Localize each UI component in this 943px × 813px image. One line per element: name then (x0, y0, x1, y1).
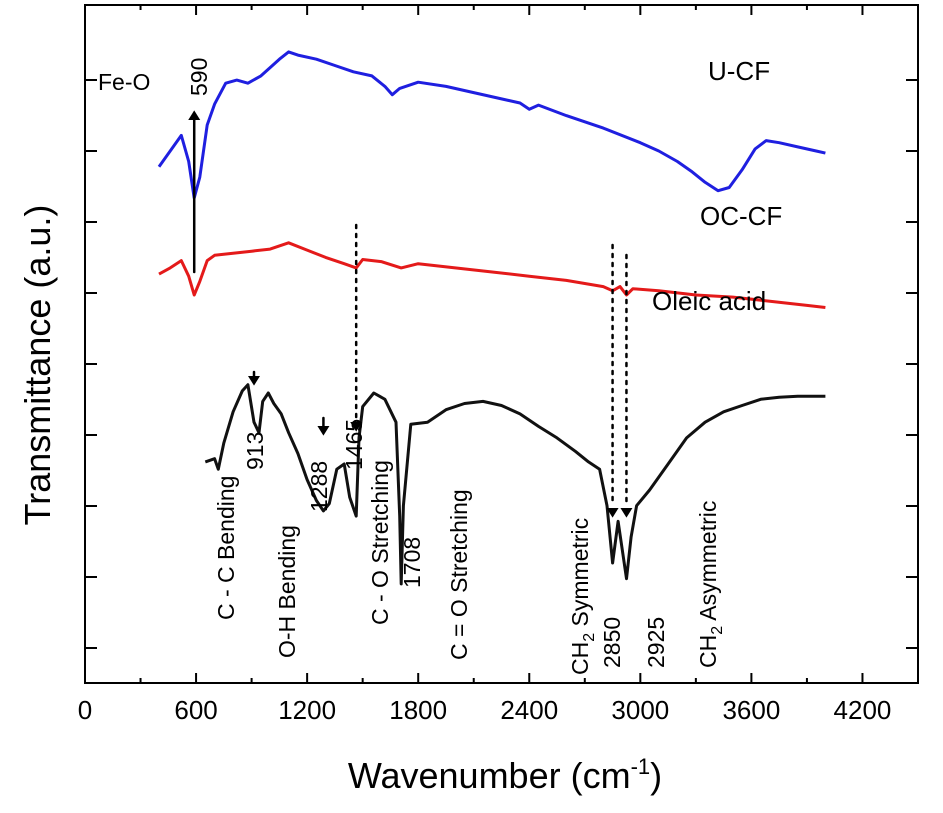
x-tick-label: 2400 (500, 695, 558, 725)
x-axis-title: Wavenumber (cm-1) (348, 754, 662, 796)
annotation-590-value: 590 (186, 58, 212, 96)
x-axis-ticks: 0 600 1200 1800 2400 3000 3600 4200 (78, 5, 892, 725)
x-tick-label: 1200 (278, 695, 336, 725)
annotation-1288-value: 1288 (306, 461, 332, 512)
x-tick-label: 3000 (611, 695, 669, 725)
series-line-oleic-acid (204, 383, 826, 586)
annotation-913-value: 913 (242, 432, 268, 470)
guide-arrow-590 (188, 110, 201, 120)
series-line-oc-cf (158, 241, 826, 309)
annotation-2850-label: CH2 Symmetric (567, 518, 598, 675)
guide-arrow-2925 (620, 508, 633, 518)
annotation-2925-value: 2925 (643, 617, 669, 668)
annotation-1465-value: 1465 (341, 419, 367, 470)
x-tick-label: 600 (174, 695, 217, 725)
annotation-1465-label: C - O Stretching (367, 460, 393, 625)
annotation-fe-o-label: Fe-O (98, 69, 150, 95)
guide-arrow-913 (248, 376, 261, 386)
annotation-2850-value: 2850 (599, 617, 625, 668)
series-layer (157, 50, 826, 586)
annotation-913-label: C - C Bending (213, 476, 239, 620)
plot-frame (84, 4, 919, 684)
y-axis-title: Transmittance (a.u.) (17, 205, 58, 526)
annotation-1708-value: 1708 (399, 537, 425, 588)
x-tick-label: 0 (78, 695, 92, 725)
y-axis-ticks (85, 79, 918, 649)
series-line-u-cf (157, 50, 826, 200)
annotation-1288-label: O-H Bending (274, 525, 300, 658)
annotation-1708-label: C = O Stretching (446, 489, 472, 660)
x-tick-label: 4200 (834, 695, 892, 725)
series-label-u-cf: U-CF (708, 56, 770, 86)
guide-arrow-2850 (606, 508, 619, 518)
x-tick-label: 3600 (722, 695, 780, 725)
guide-arrow-1465 (350, 422, 363, 432)
x-tick-label: 1800 (389, 695, 447, 725)
guide-arrow-1288 (317, 426, 330, 436)
guide-lines-layer (188, 110, 633, 518)
annotation-2925-label: CH2 Asymmetric (695, 501, 726, 668)
series-label-oc-cf: OC-CF (700, 201, 782, 231)
series-label-oleic-acid: Oleic acid (652, 286, 766, 316)
